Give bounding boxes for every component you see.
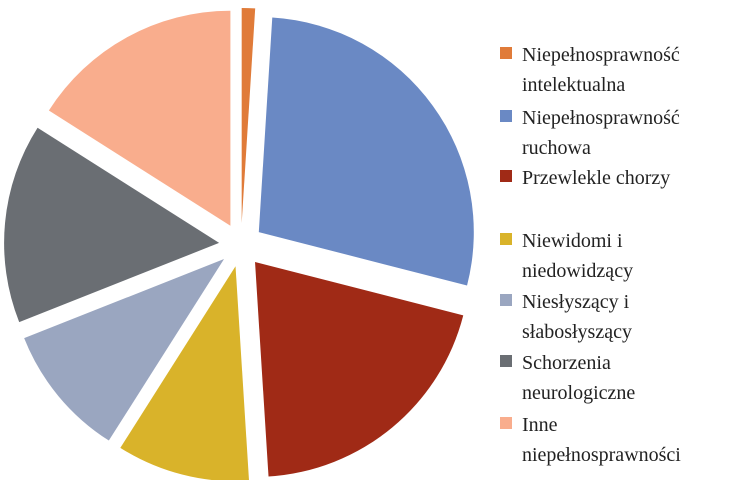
legend-swatch xyxy=(500,110,512,122)
legend-label: Niewidomi i niedowidzący xyxy=(522,230,634,282)
pie-slice xyxy=(120,266,249,480)
legend-swatch xyxy=(500,233,512,245)
legend-label: Niesłyszący i słabosłyszący xyxy=(522,291,632,343)
legend-item: Niewidomi i niedowidzący xyxy=(500,226,710,286)
legend-item: Niepełnosprawność intelektualna xyxy=(500,40,710,100)
pie-slice xyxy=(48,10,231,226)
legend-label: Inne niepełnosprawności xyxy=(522,414,681,466)
legend-label: Niepełnosprawność intelektualna xyxy=(522,44,680,96)
legend-item: Przewlekle chorzy xyxy=(500,163,710,193)
legend-item: Niepełnosprawność ruchowa xyxy=(500,103,710,163)
pie-slice xyxy=(24,259,225,441)
legend-item: Schorzenia neurologiczne xyxy=(500,348,710,408)
pie xyxy=(4,8,474,480)
legend-swatch xyxy=(500,170,512,182)
legend-item: Inne niepełnosprawności xyxy=(500,410,710,470)
legend-item: Niesłyszący i słabosłyszący xyxy=(500,287,710,347)
pie-slice xyxy=(4,127,220,323)
legend-label: Niepełnosprawność ruchowa xyxy=(522,107,680,159)
legend-label: Schorzenia neurologiczne xyxy=(522,352,636,404)
pie-slice xyxy=(255,261,464,477)
legend-swatch xyxy=(500,417,512,429)
legend-swatch xyxy=(500,47,512,59)
legend-label: Przewlekle chorzy xyxy=(522,167,671,189)
pie-slice xyxy=(258,17,474,286)
pie-slice xyxy=(241,8,256,224)
legend-swatch xyxy=(500,294,512,306)
legend-swatch xyxy=(500,355,512,367)
